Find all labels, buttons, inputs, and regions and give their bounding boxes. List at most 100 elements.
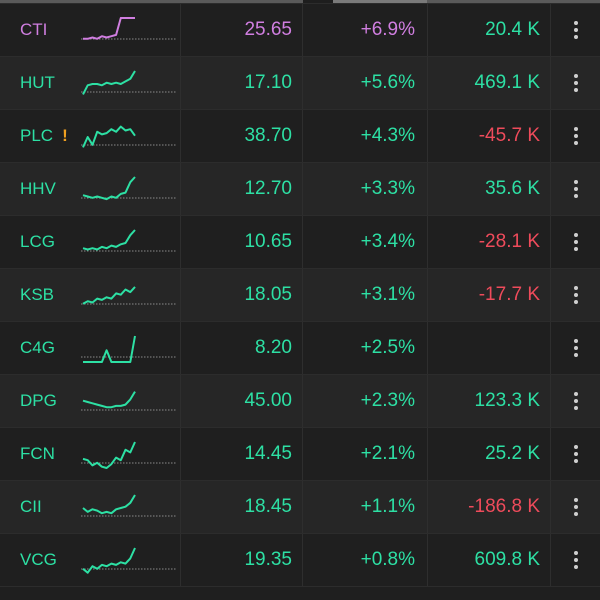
sparkline-chart — [81, 176, 177, 201]
sparkline-path — [82, 286, 136, 305]
change-cell: +2.1% — [303, 428, 428, 480]
top-divider — [0, 0, 600, 3]
sparkline-chart — [81, 335, 177, 363]
more-options-icon[interactable] — [573, 392, 578, 410]
sparkline-cell — [78, 163, 181, 215]
price-cell: 45.00 — [181, 375, 303, 427]
row-menu-cell — [551, 110, 600, 162]
symbol-cell: CTI — [0, 4, 78, 56]
sparkline-path — [82, 494, 136, 515]
sparkline-path — [82, 176, 136, 201]
net-flow-value: 35.6 K — [485, 178, 540, 199]
more-options-icon[interactable] — [573, 233, 578, 251]
stock-symbol: VCG — [20, 550, 57, 569]
more-options-icon[interactable] — [573, 551, 578, 569]
price-cell: 38.70 — [181, 110, 303, 162]
net-flow-value: -186.8 K — [468, 496, 540, 517]
net-flow-value: 609.8 K — [474, 549, 541, 570]
stock-price: 45.00 — [244, 390, 292, 411]
percent-change: +5.6% — [360, 72, 415, 93]
more-options-icon[interactable] — [573, 74, 578, 92]
net-flow-value: 20.4 K — [485, 19, 540, 40]
percent-change: +6.9% — [360, 19, 415, 40]
stock-row[interactable]: HHV 12.70 +3.3% 35.6 K — [0, 162, 600, 215]
stock-row[interactable]: CII 18.45 +1.1% -186.8 K — [0, 480, 600, 533]
stock-row[interactable]: KSB 18.05 +3.1% -17.7 K — [0, 268, 600, 321]
sparkline-cell — [78, 481, 181, 533]
net-flow-cell: 35.6 K — [428, 163, 551, 215]
stock-price: 18.05 — [244, 284, 292, 305]
percent-change: +3.4% — [360, 231, 415, 252]
stock-symbol: KSB — [20, 285, 55, 304]
stock-row[interactable]: VCG 19.35 +0.8% 609.8 K — [0, 533, 600, 586]
more-options-icon[interactable] — [573, 21, 578, 39]
row-menu-cell — [551, 322, 600, 374]
more-options-icon[interactable] — [573, 445, 578, 463]
more-options-icon[interactable] — [573, 286, 578, 304]
change-cell: +2.3% — [303, 375, 428, 427]
symbol-cell: CII — [0, 481, 78, 533]
sparkline-chart — [81, 229, 177, 252]
sparkline-path — [83, 17, 135, 40]
sparkline-cell — [78, 57, 181, 109]
price-cell: 19.35 — [181, 534, 303, 586]
more-options-icon[interactable] — [573, 339, 578, 357]
change-cell: +5.6% — [303, 57, 428, 109]
change-cell: +4.3% — [303, 110, 428, 162]
stock-price: 19.35 — [244, 549, 292, 570]
sparkline-chart — [81, 286, 177, 305]
net-flow-cell: 609.8 K — [428, 534, 551, 586]
sparkline-cell — [78, 269, 181, 321]
stock-price: 25.65 — [244, 19, 292, 40]
symbol-cell: HUT — [0, 57, 78, 109]
net-flow-value: -45.7 K — [478, 125, 540, 146]
more-options-icon[interactable] — [573, 498, 578, 516]
row-menu-cell — [551, 534, 600, 586]
sparkline-cell — [78, 375, 181, 427]
change-cell: +6.9% — [303, 4, 428, 56]
symbol-cell: KSB — [0, 269, 78, 321]
percent-change: +2.1% — [360, 443, 415, 464]
net-flow-cell: 469.1 K — [428, 57, 551, 109]
price-cell: 12.70 — [181, 163, 303, 215]
stock-symbol: HHV — [20, 179, 56, 198]
stock-row[interactable]: FCN 14.45 +2.1% 25.2 K — [0, 427, 600, 480]
net-flow-value: -28.1 K — [478, 231, 540, 252]
percent-change: +1.1% — [360, 496, 415, 517]
net-flow-cell: 123.3 K — [428, 375, 551, 427]
net-flow-value: 469.1 K — [474, 72, 541, 93]
net-flow-cell: -45.7 K — [428, 110, 551, 162]
change-cell: +2.5% — [303, 322, 428, 374]
net-flow-cell: -186.8 K — [428, 481, 551, 533]
sparkline-chart — [81, 547, 177, 574]
percent-change: +0.8% — [360, 549, 415, 570]
sparkline-path — [82, 125, 136, 148]
symbol-cell: HHV — [0, 163, 78, 215]
change-cell: +3.3% — [303, 163, 428, 215]
sparkline-chart — [81, 441, 177, 469]
symbol-cell: PLC! — [0, 110, 78, 162]
more-options-icon[interactable] — [573, 127, 578, 145]
net-flow-cell: 20.4 K — [428, 4, 551, 56]
net-flow-cell: -28.1 K — [428, 216, 551, 268]
change-cell: +3.1% — [303, 269, 428, 321]
stock-symbol: FCN — [20, 444, 55, 463]
stock-row[interactable]: LCG 10.65 +3.4% -28.1 K — [0, 215, 600, 268]
percent-change: +4.3% — [360, 125, 415, 146]
stock-price: 12.70 — [244, 178, 292, 199]
row-menu-cell — [551, 481, 600, 533]
stock-symbol: DPG — [20, 391, 57, 410]
row-menu-cell — [551, 57, 600, 109]
stock-symbol: LCG — [20, 232, 55, 251]
stock-row[interactable]: C4G 8.20 +2.5% — [0, 321, 600, 374]
row-menu-cell — [551, 216, 600, 268]
net-flow-value: -17.7 K — [478, 284, 540, 305]
stock-row[interactable]: DPG 45.00 +2.3% 123.3 K — [0, 374, 600, 427]
stock-row[interactable]: PLC! 38.70 +4.3% -45.7 K — [0, 109, 600, 162]
stock-row[interactable]: CTI 25.65 +6.9% 20.4 K — [0, 3, 600, 56]
percent-change: +3.3% — [360, 178, 415, 199]
symbol-cell: LCG — [0, 216, 78, 268]
row-menu-cell — [551, 428, 600, 480]
more-options-icon[interactable] — [573, 180, 578, 198]
stock-row[interactable]: HUT 17.10 +5.6% 469.1 K — [0, 56, 600, 109]
